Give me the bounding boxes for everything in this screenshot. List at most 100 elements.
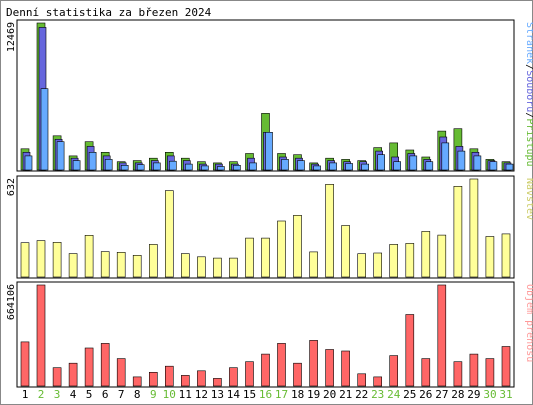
x-tick-label: 3 [54,388,61,401]
x-tick-label: 28 [451,388,464,401]
x-tick-label: 2 [38,388,45,401]
bars [20,178,511,278]
bar-pages-day-30 [489,161,498,171]
chart-panels: 12469 Stránek/Souborů/Přístupů 632 Návštěv 6… [6,19,533,388]
bar-pages-day-9 [153,162,161,171]
bar-pages-day-12 [201,165,209,171]
bar-pages-day-22 [361,163,370,171]
y-max-label: 664106 [6,284,17,320]
bar-volume-day-27 [437,284,447,387]
x-tick-label: 9 [150,388,157,401]
x-tick-label: 29 [467,388,480,401]
bar-pages-day-24 [393,161,402,171]
bar-visits-day-27 [437,234,447,278]
bar-pages-day-21 [345,163,353,171]
bar-pages-day-17 [281,159,289,171]
bar-pages-day-13 [217,166,225,171]
y-axis-label: Návštěv [524,178,533,220]
y-max-label: 12469 [6,22,17,52]
x-axis-day-labels: 1 2 3 4 5 6 7 8 9 10 11 12 13 14 15 16 17 18 19 20 21 22 23 24 2… [22,388,513,401]
bar-pages-day-27 [441,142,450,171]
bar-volume-day-5 [84,347,94,387]
bar-visits-day-5 [84,235,94,278]
x-tick-label: 5 [86,388,93,401]
bar-volume-day-3 [52,367,62,387]
bar-volume-day-22 [357,373,367,387]
bar-visits-day-11 [181,253,190,278]
bar-volume-day-29 [469,353,479,387]
bar-pages-day-1 [24,155,33,171]
bar-pages-day-7 [120,165,129,171]
x-tick-label: 8 [134,388,141,401]
bar-volume-day-10 [165,365,174,387]
bar-visits-day-8 [132,255,142,278]
x-tick-label: 30 [483,388,496,401]
bar-pages-day-4 [72,160,81,171]
y-axis-label-part: Souborů [524,70,533,112]
bar-visits-day-31 [501,233,511,278]
x-tick-label: 1 [22,388,29,401]
panel-3: 664106 Objem přenosu [6,281,533,388]
x-tick-label: 11 [179,388,192,401]
x-tick-label: 20 [323,388,336,401]
bar-visits-day-14 [229,257,238,278]
x-tick-label: 12 [195,388,208,401]
bar-volume-day-26 [421,358,431,387]
bars [20,22,514,171]
x-tick-label: 19 [307,388,320,401]
bar-volume-day-24 [389,355,399,387]
bar-volume-day-30 [485,358,495,387]
bar-visits-day-28 [453,186,463,278]
bar-visits-day-16 [261,237,270,278]
x-tick-label: 16 [259,388,272,401]
bar-pages-day-18 [297,160,305,171]
bar-visits-day-20 [325,184,334,278]
bar-volume-day-19 [309,340,318,387]
bar-volume-day-6 [100,343,110,387]
x-tick-label: 18 [291,388,304,401]
y-axis-label-part: / [524,64,533,70]
x-tick-label: 13 [211,388,224,401]
bar-pages-day-19 [313,165,321,171]
x-tick-label: 14 [227,388,241,401]
bar-visits-day-6 [100,251,110,278]
bar-pages-day-16 [265,132,273,171]
bar-visits-day-25 [405,243,415,278]
bar-pages-day-29 [473,155,482,171]
x-tick-label: 23 [371,388,384,401]
x-tick-label: 24 [387,388,401,401]
bar-visits-day-1 [20,242,30,278]
bar-volume-day-1 [20,341,30,387]
x-tick-label: 31 [499,388,512,401]
chart-title: Denní statistika za březen 2024 [6,6,212,19]
y-max-label: 632 [6,178,17,196]
bar-pages-day-25 [409,155,418,171]
x-tick-label: 27 [435,388,448,401]
bar-pages-day-31 [505,163,514,171]
bar-visits-day-26 [421,231,431,278]
y-axis-label: Stránek/Souborů/Přístupů [524,22,533,167]
bar-visits-day-23 [373,252,383,278]
bar-visits-day-18 [293,215,302,278]
bar-pages-day-6 [104,159,113,171]
panel-1: 12469 Stránek/Souborů/Přístupů [6,19,533,172]
bar-visits-day-13 [213,257,222,278]
bar-pages-day-2 [40,88,49,171]
bar-visits-day-24 [389,244,399,278]
bar-volume-day-14 [229,367,238,387]
bar-visits-day-4 [68,253,78,278]
y-axis-label-part: Stránek [524,22,533,64]
bar-volume-day-8 [132,376,142,387]
bar-visits-day-19 [309,251,318,278]
y-axis-label: Objem přenosu [524,284,533,362]
bar-pages-day-10 [169,160,177,171]
bar-volume-day-17 [277,343,286,387]
bar-pages-day-26 [425,161,434,171]
x-tick-label: 10 [163,388,176,401]
bar-visits-day-2 [36,240,46,278]
x-tick-label: 17 [275,388,288,401]
bar-volume-day-12 [197,370,206,387]
bar-volume-day-11 [181,375,190,387]
bar-volume-day-2 [36,284,46,387]
